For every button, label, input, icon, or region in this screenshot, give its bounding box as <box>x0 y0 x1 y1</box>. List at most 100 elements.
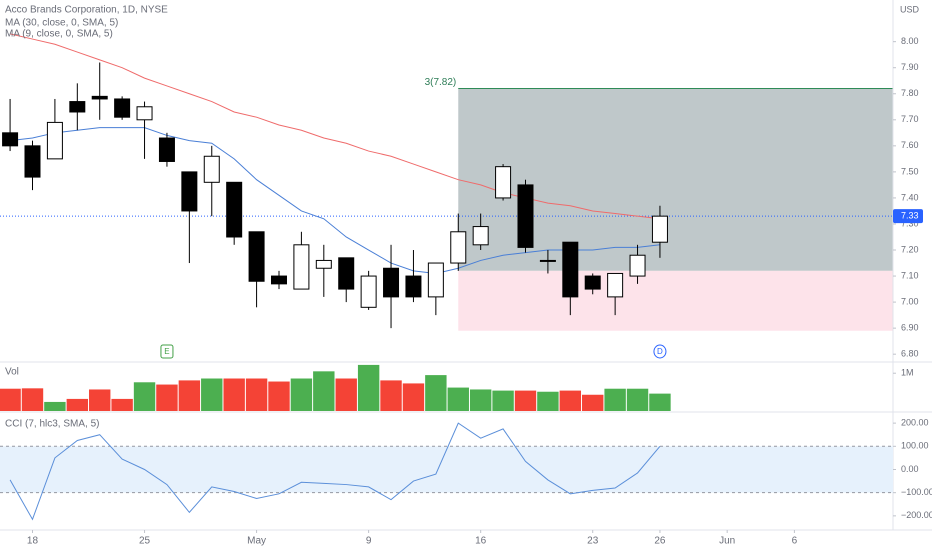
volume-bar <box>649 393 671 411</box>
candle-body <box>629 254 646 277</box>
x-tick-label: 18 <box>27 536 39 547</box>
cci-line <box>9 422 661 521</box>
volume-bar <box>313 371 335 411</box>
candle-body <box>69 101 86 113</box>
volume-bar <box>66 398 89 411</box>
candle-body <box>203 155 220 183</box>
candle-body <box>248 231 265 282</box>
candle-body <box>315 259 332 269</box>
candle-body <box>136 106 153 121</box>
volume-bar <box>223 378 245 411</box>
candle-body <box>270 275 287 285</box>
candle-body <box>607 272 624 298</box>
candle-body <box>450 231 467 264</box>
y-tick-label: 7.60 <box>901 140 919 150</box>
volume-bar <box>89 389 111 411</box>
x-tick-label: 9 <box>366 536 372 547</box>
volume-bar <box>111 398 133 411</box>
volume-bar <box>402 383 425 411</box>
moving-average-line <box>9 33 661 220</box>
y-tick-label: 7.20 <box>901 244 919 254</box>
y-tick-label: −200.00 <box>901 510 932 520</box>
candle-body <box>114 98 131 118</box>
legend-entry: MA (30, close, 0, SMA, 5) <box>5 18 118 29</box>
x-tick-label: May <box>247 536 266 547</box>
volume-bar <box>492 390 514 411</box>
y-tick-label: 1M <box>901 368 914 378</box>
y-tick-label: 6.80 <box>901 349 919 359</box>
volume-bar <box>626 388 649 411</box>
volume-bar <box>425 375 447 411</box>
candle-body <box>383 267 400 298</box>
event-marker <box>653 344 667 359</box>
volume-bar <box>133 382 156 411</box>
volume-bar <box>604 388 626 411</box>
volume-bar <box>357 364 380 411</box>
volume-bar <box>245 378 268 411</box>
candle-body <box>293 244 310 290</box>
y-tick-label: 0.00 <box>901 464 919 474</box>
x-tick-label: 16 <box>475 536 487 547</box>
candle-body <box>91 95 108 100</box>
candle-body <box>562 241 579 298</box>
volume-bar <box>514 390 537 411</box>
last-price-label: 7.33 <box>901 211 919 221</box>
volume-bar <box>268 381 290 411</box>
candle-body <box>651 215 668 243</box>
event-label: D <box>657 347 663 356</box>
candle-body <box>539 259 556 262</box>
candle-body <box>46 121 63 160</box>
candle-body <box>405 275 422 298</box>
volume-bar <box>559 390 582 411</box>
candle-body <box>495 166 512 199</box>
position-target-label: 3(7.82) <box>425 77 457 88</box>
volume-bar <box>469 389 492 411</box>
y-tick-label: −100.00 <box>901 487 932 497</box>
y-tick-label: 7.00 <box>901 296 919 306</box>
volume-bar <box>44 401 66 411</box>
volume-bar <box>380 380 402 411</box>
y-tick-label: 8.00 <box>901 36 919 46</box>
x-tick-label: 6 <box>792 536 798 547</box>
volume-bar <box>21 388 44 411</box>
volume-bar <box>0 388 21 411</box>
pane-title: CCI (7, hlc3, SMA, 5) <box>5 419 99 430</box>
x-tick-label: 25 <box>139 536 151 547</box>
candle-body <box>338 257 355 290</box>
y-tick-label: 100.00 <box>901 441 929 451</box>
x-tick-label: Jun <box>719 536 735 547</box>
currency-label: USD <box>900 4 920 14</box>
volume-bar <box>447 387 469 411</box>
chart-title: Acco Brands Corporation, 1D, NYSE <box>5 5 168 16</box>
candle-body <box>427 262 444 298</box>
volume-bar <box>335 378 357 411</box>
event-label: E <box>164 347 169 356</box>
y-tick-label: 200.00 <box>901 418 929 428</box>
moving-average-line <box>10 127 661 274</box>
legend-entry: MA (9, close, 0, SMA, 5) <box>5 29 113 40</box>
volume-bar <box>537 391 559 411</box>
y-tick-label: 7.70 <box>901 114 919 124</box>
candle-body <box>360 275 377 308</box>
position-loss-zone <box>458 270 893 331</box>
x-tick-label: 26 <box>654 536 666 547</box>
pane-title: Vol <box>5 367 19 378</box>
y-tick-label: 7.40 <box>901 192 919 202</box>
volume-bar <box>582 394 604 411</box>
y-tick-label: 6.90 <box>901 323 919 333</box>
event-marker <box>160 344 174 359</box>
candle-body <box>226 181 243 238</box>
candle-body <box>517 184 534 248</box>
y-tick-label: 7.50 <box>901 166 919 176</box>
volume-bar <box>156 384 178 411</box>
cci-band <box>0 446 893 493</box>
last-price-tag <box>893 209 923 224</box>
y-tick-label: 7.10 <box>901 270 919 280</box>
y-tick-label: 7.30 <box>901 218 919 228</box>
volume-bar <box>201 378 223 411</box>
candle-body <box>472 226 489 246</box>
volume-bar <box>290 378 313 411</box>
y-tick-label: 7.80 <box>901 88 919 98</box>
